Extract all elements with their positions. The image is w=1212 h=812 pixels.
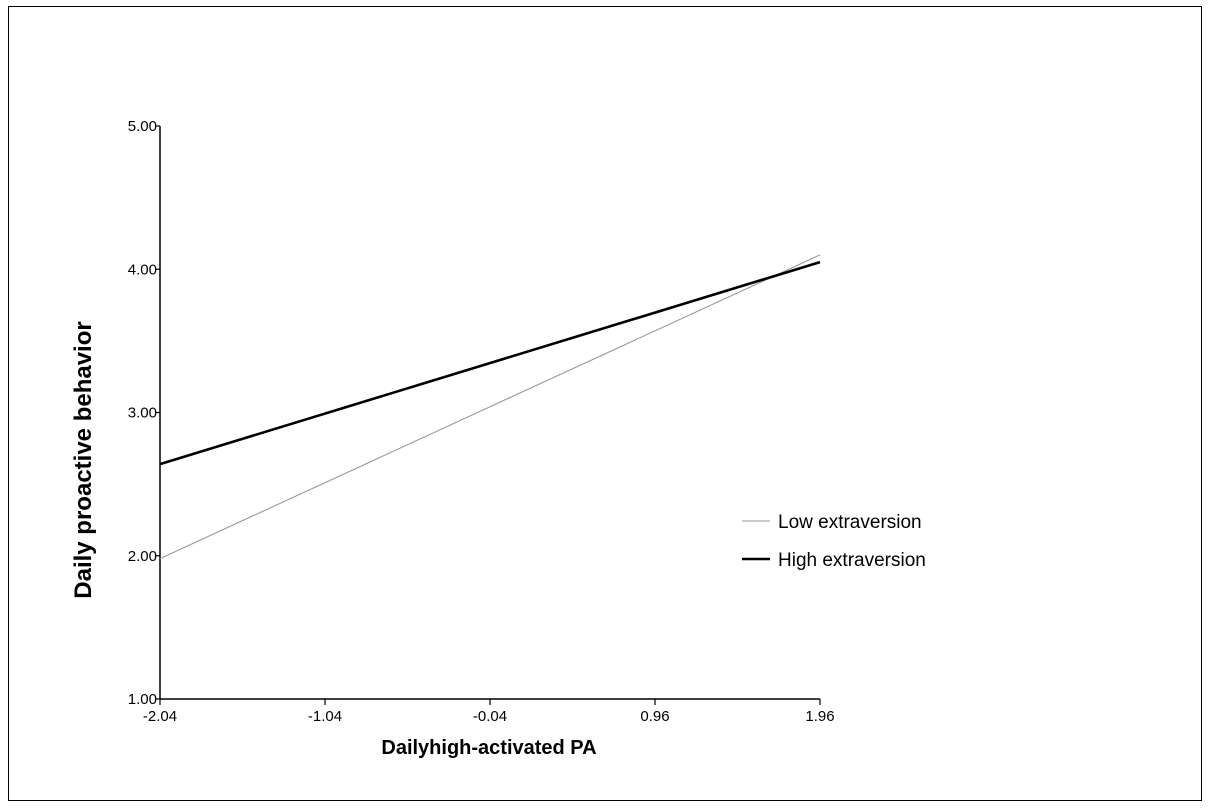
series-line-low-extraversion (159, 254, 821, 560)
series-line-high-extraversion (159, 260, 821, 466)
axes (159, 126, 820, 700)
y-tick-label: 1.00 (128, 691, 157, 708)
y-ticks: 1.00 2.00 3.00 4.00 5.00 (128, 118, 160, 708)
x-ticks: -2.04 -1.04 -0.04 0.96 1.96 (143, 699, 835, 725)
x-tick-label: -2.04 (143, 708, 177, 725)
y-tick-label: 5.00 (128, 118, 157, 135)
y-tick-label: 4.00 (128, 261, 157, 278)
legend-label: High extraversion (778, 550, 926, 571)
legend: Low extraversion High extraversion (742, 512, 926, 571)
chart-frame (8, 6, 1202, 801)
y-axis-title: Daily proactive behavior (70, 321, 97, 598)
legend-label: Low extraversion (778, 512, 922, 533)
x-tick-label: 0.96 (640, 708, 669, 725)
x-tick-label: 1.96 (805, 708, 834, 725)
x-tick-label: -1.04 (308, 708, 342, 725)
y-tick-label: 2.00 (128, 548, 157, 565)
x-axis-title: Dailyhigh-activated PA (381, 737, 596, 759)
y-tick-label: 3.00 (128, 405, 157, 422)
series-lines (159, 254, 821, 560)
x-tick-label: -0.04 (473, 708, 507, 725)
